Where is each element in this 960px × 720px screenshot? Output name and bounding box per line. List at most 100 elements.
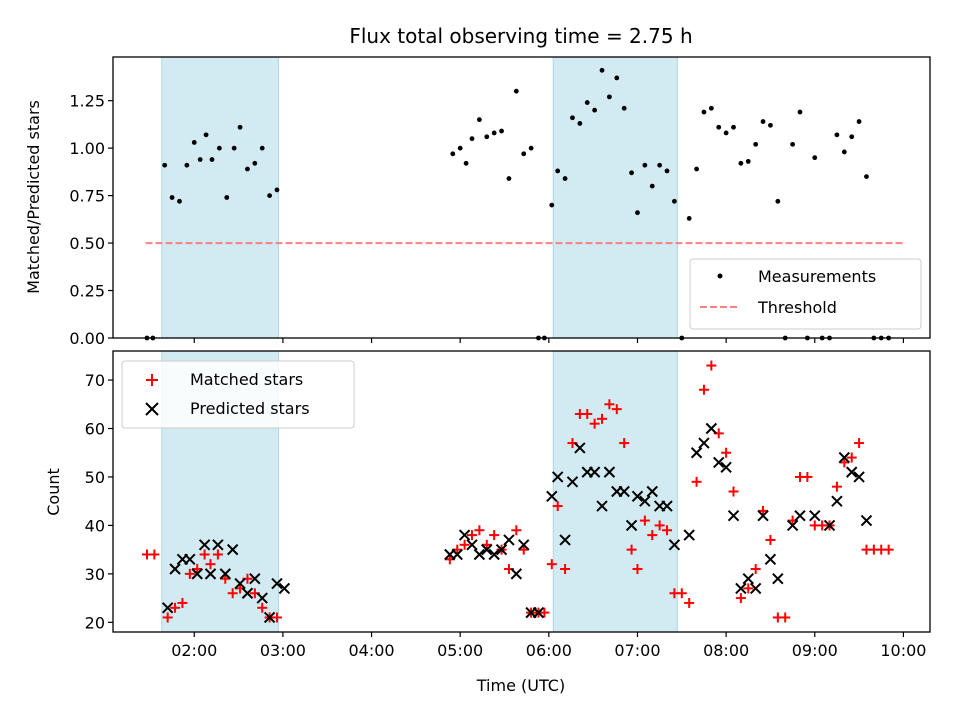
measurement-point xyxy=(476,117,482,123)
chart-title: Flux total observing time = 2.75 h xyxy=(349,24,692,48)
x-tick-label: 02:00 xyxy=(171,641,217,660)
y-tick-label: 0.50 xyxy=(69,234,105,253)
predicted-star-point xyxy=(727,510,740,522)
count-plot-frame xyxy=(112,350,931,633)
measurement-point xyxy=(469,136,475,142)
matched-star-point xyxy=(721,447,732,458)
legend-predicted-label: Predicted stars xyxy=(190,399,310,418)
ratio-panel: Flux total observing time = 2.75 h 0.000… xyxy=(24,24,931,348)
matched-star-point xyxy=(227,588,238,599)
y-tick-label: 70 xyxy=(85,371,105,390)
count-legend-box xyxy=(121,360,355,429)
count-panel: 20 30 40 50 60 70 02:00 03:00 04:00 05:00 06:00 07… xyxy=(44,350,931,695)
measurement-point xyxy=(177,198,182,204)
predicted-star-point xyxy=(256,592,268,604)
y-tick-label: 1.25 xyxy=(69,92,105,111)
predicted-star-point xyxy=(458,529,471,541)
measurement-point xyxy=(169,195,175,200)
measurement-point xyxy=(790,141,796,147)
predicted-star-point xyxy=(838,451,851,464)
matched-star-point xyxy=(647,530,658,541)
matched-star-point xyxy=(212,549,223,560)
matched-star-point xyxy=(539,607,550,618)
predicted-star-point xyxy=(809,510,821,522)
predicted-star-point xyxy=(473,548,486,561)
legend-measurements-label: Measurements xyxy=(758,267,876,286)
matched-star-point xyxy=(474,525,485,536)
matched-star-point xyxy=(589,418,600,429)
predicted-star-point xyxy=(551,471,564,483)
measurement-point xyxy=(184,162,190,168)
predicted-star-point xyxy=(631,490,644,503)
matched-star-point xyxy=(883,544,894,555)
measurement-point xyxy=(607,94,612,100)
predicted-star-point xyxy=(698,437,710,449)
predicted-star-point xyxy=(532,606,545,619)
matched-star-point xyxy=(619,438,630,449)
matched-star-point xyxy=(846,452,857,463)
matched-star-point xyxy=(611,404,622,415)
measurement-point xyxy=(768,122,773,128)
measurement-point xyxy=(528,145,534,151)
observing-interval-shade xyxy=(161,56,279,339)
predicted-star-point xyxy=(198,539,211,551)
predicted-star-point xyxy=(546,490,558,503)
matched-star-point xyxy=(654,520,665,531)
predicted-star-point xyxy=(451,548,463,561)
matched-star-point xyxy=(518,544,529,555)
ratio-x-ticks xyxy=(193,338,905,343)
x-axis-label: Time (UTC) xyxy=(476,676,565,695)
measurement-point xyxy=(549,202,555,208)
matched-star-point xyxy=(177,597,188,608)
predicted-star-point xyxy=(639,495,651,507)
y-tick-label: 60 xyxy=(85,420,105,439)
predicted-star-point xyxy=(169,563,181,575)
y-tick-label: 50 xyxy=(85,468,105,487)
x-tick-label: 10:00 xyxy=(880,641,926,660)
measurement-point xyxy=(274,187,280,193)
predicted-star-point xyxy=(668,539,681,551)
measurement-point xyxy=(267,193,273,199)
predicted-star-point xyxy=(184,553,196,566)
measurement-point xyxy=(649,183,655,189)
observing-interval-shade xyxy=(552,350,678,633)
measurement-point xyxy=(642,162,648,168)
legend-predicted-marker xyxy=(145,402,159,416)
predicted-star-point xyxy=(263,611,276,624)
matched-star-point xyxy=(728,486,739,497)
measurement-points xyxy=(144,67,892,341)
ratio-legend-box xyxy=(689,258,922,330)
predicted-star-point xyxy=(588,466,601,478)
measurement-point xyxy=(252,160,258,166)
measurement-point xyxy=(203,132,209,138)
y-tick-label: 0.75 xyxy=(69,187,105,206)
predicted-star-point xyxy=(713,456,725,469)
predicted-star-point xyxy=(860,514,873,527)
matched-star-point xyxy=(546,559,557,570)
matched-star-point xyxy=(698,384,709,395)
measurement-point xyxy=(614,75,620,81)
matched-star-point xyxy=(758,505,769,516)
measurement-point xyxy=(463,160,469,166)
predicted-star-point xyxy=(596,500,608,512)
matched-star-point xyxy=(149,549,160,560)
measurement-point xyxy=(812,155,818,161)
measurement-point xyxy=(521,151,527,157)
measurement-point xyxy=(775,198,781,204)
measurement-point xyxy=(694,166,699,172)
legend-measurements-marker xyxy=(717,273,723,279)
predicted-star-point xyxy=(749,582,762,595)
matched-star-point xyxy=(220,573,231,584)
count-y-axis-label: Count xyxy=(44,468,63,516)
predicted-star-point xyxy=(212,539,224,551)
matched-star-point xyxy=(199,549,210,560)
measurement-point xyxy=(570,115,575,121)
measurement-point xyxy=(216,145,222,151)
measurement-point xyxy=(231,145,237,151)
matched-star-point xyxy=(839,457,850,468)
measurement-point xyxy=(499,128,504,134)
matched-star-point xyxy=(750,564,761,575)
matched-star-point xyxy=(552,501,563,512)
measurement-point xyxy=(864,174,869,180)
